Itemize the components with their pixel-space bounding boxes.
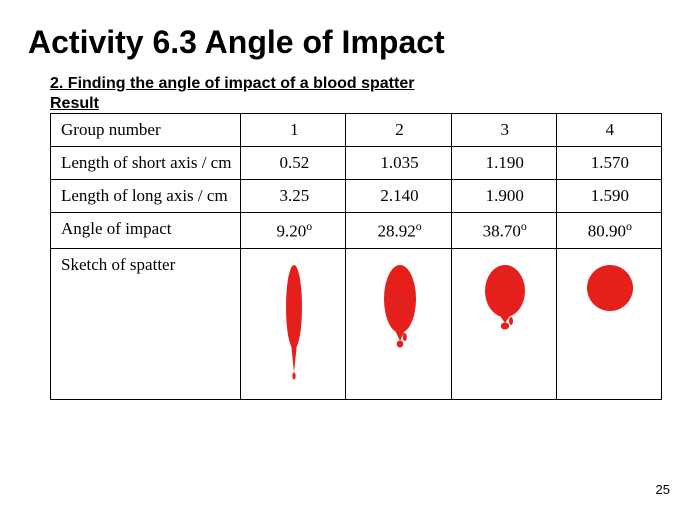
spatter-cell-3 (556, 248, 661, 399)
results-table: Group number 1 2 3 4 Length of short axi… (50, 113, 662, 400)
spatter-cell-0 (241, 248, 346, 399)
cell: 1.590 (556, 180, 661, 213)
cell: 1.190 (451, 147, 556, 180)
cell: 1.570 (556, 147, 661, 180)
cell: 1.900 (451, 180, 556, 213)
spatter-icon (580, 253, 640, 393)
cell-angle-0: 9.20o (241, 213, 346, 249)
slide: Activity 6.3 Angle of Impact 2. Finding … (0, 0, 700, 525)
cell-angle-2: 38.70o (451, 213, 556, 249)
cell: 3.25 (241, 180, 346, 213)
spatter-icon (264, 253, 324, 393)
table-row: Group number 1 2 3 4 (51, 114, 662, 147)
spatter-cell-2 (451, 248, 556, 399)
row-label-angle: Angle of impact (51, 213, 241, 249)
table-row: Length of long axis / cm 3.25 2.140 1.90… (51, 180, 662, 213)
cell: 0.52 (241, 147, 346, 180)
row-label-long-axis: Length of long axis / cm (51, 180, 241, 213)
spatter-icon (475, 253, 535, 393)
table-row: Angle of impact 9.20o 28.92o 38.70o 80.9… (51, 213, 662, 249)
cell: 2 (346, 114, 451, 147)
cell: 1 (241, 114, 346, 147)
cell: 3 (451, 114, 556, 147)
cell-angle-1: 28.92o (346, 213, 451, 249)
cell: 4 (556, 114, 661, 147)
row-label-sketch: Sketch of spatter (51, 248, 241, 399)
slide-title: Activity 6.3 Angle of Impact (28, 24, 672, 61)
table-row: Length of short axis / cm 0.52 1.035 1.1… (51, 147, 662, 180)
subheading: 2. Finding the angle of impact of a bloo… (50, 75, 672, 93)
spatter-cell-1 (346, 248, 451, 399)
row-label-group: Group number (51, 114, 241, 147)
result-label: Result (50, 95, 672, 113)
cell-angle-3: 80.90o (556, 213, 661, 249)
row-label-short-axis: Length of short axis / cm (51, 147, 241, 180)
table-row: Sketch of spatter (51, 248, 662, 399)
spatter-icon (370, 253, 430, 393)
cell: 1.035 (346, 147, 451, 180)
page-number: 25 (656, 482, 670, 497)
cell: 2.140 (346, 180, 451, 213)
